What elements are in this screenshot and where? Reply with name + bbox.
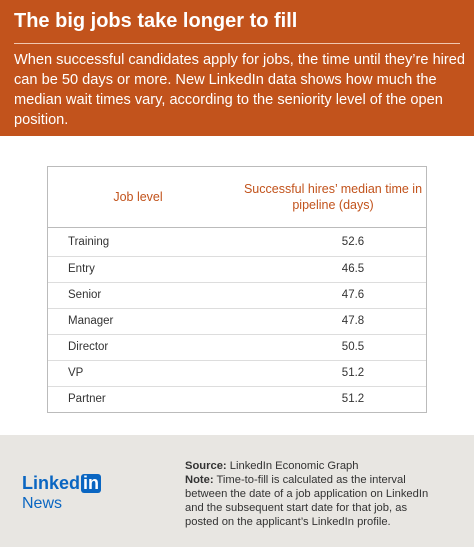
job-level: Senior	[68, 289, 102, 301]
title: The big jobs take longer to fill	[14, 10, 298, 32]
table-row: Partner 51.2	[48, 386, 426, 413]
table-header: Job level Successful hires’ median time …	[48, 167, 426, 228]
table-row: Manager 47.8	[48, 308, 426, 335]
table-row: VP 51.2	[48, 360, 426, 387]
header-band: The big jobs take longer to fill When su…	[0, 0, 474, 136]
logo-badge: in	[81, 473, 102, 493]
job-level: Partner	[68, 393, 106, 405]
rule	[14, 43, 460, 44]
job-level: VP	[68, 367, 84, 379]
logo: Linked in	[22, 473, 102, 494]
job-level: Director	[68, 341, 109, 353]
column-header: Successful hires’ median time in pipelin…	[243, 182, 423, 212]
median-days: 52.6	[341, 236, 365, 248]
median-days: 51.2	[341, 367, 365, 379]
job-level: Entry	[68, 263, 95, 275]
column-header: Job level	[113, 190, 163, 204]
note-label: Note:	[185, 474, 214, 486]
brand: News	[22, 495, 63, 512]
job-level: Manager	[68, 315, 114, 327]
source: LinkedIn Economic Graph	[229, 460, 359, 472]
table-row: Senior 47.6	[48, 282, 426, 309]
footer: Linked in News Source: LinkedIn Economic …	[0, 435, 474, 547]
description: When successful candidates apply for job…	[14, 52, 466, 128]
median-days: 47.8	[341, 315, 365, 327]
logo-text: Linked	[22, 473, 81, 493]
median-days: 47.6	[341, 289, 365, 301]
median-days: 50.5	[341, 341, 365, 353]
source-label: Source:	[185, 460, 227, 472]
table-row: Director 50.5	[48, 334, 426, 361]
median-days: 51.2	[341, 393, 365, 405]
note: Time-to-fill is calculated as the interv…	[185, 474, 429, 528]
table-row: Training 52.6	[48, 230, 426, 256]
source-block: Source: LinkedIn Economic Graph Note: Ti…	[185, 459, 435, 529]
table: Job level Successful hires’ median time …	[47, 166, 427, 413]
table-row: Entry 46.5	[48, 256, 426, 283]
job-level: Training	[68, 236, 110, 248]
median-days: 46.5	[341, 263, 365, 275]
